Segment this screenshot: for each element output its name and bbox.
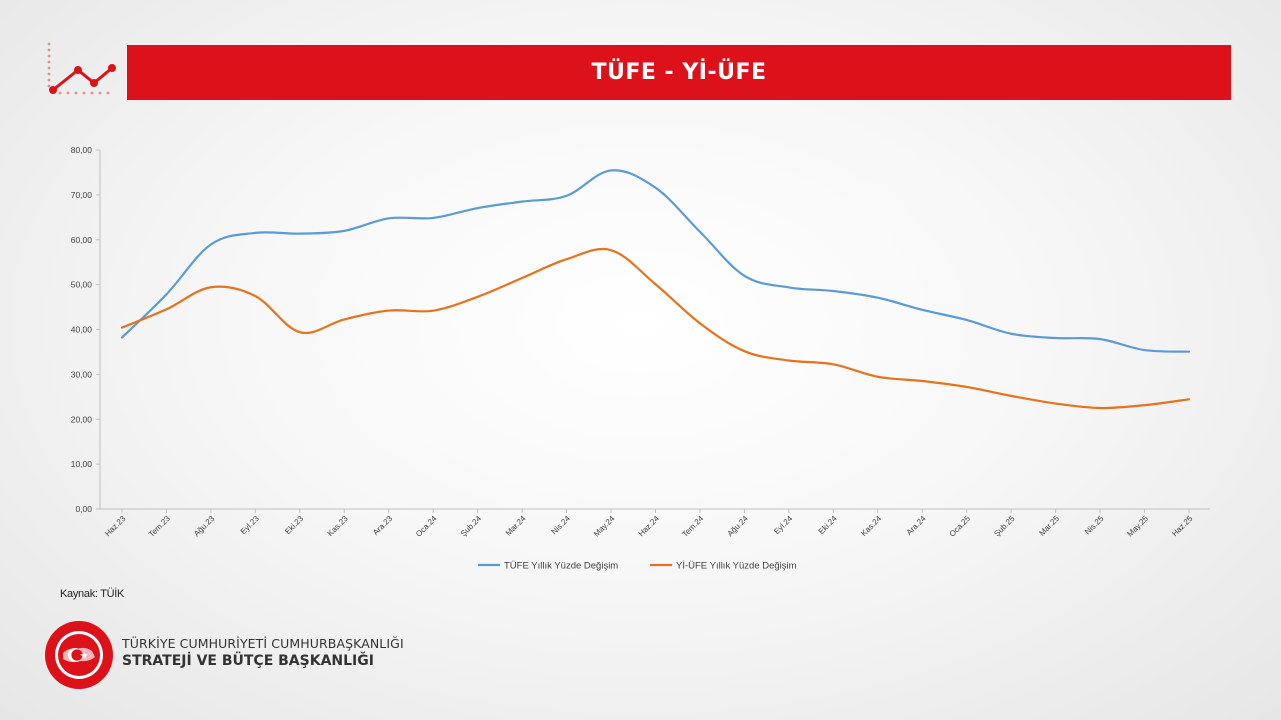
x-tick-label: Mar.25 [1037, 514, 1061, 538]
tufe-series-line [120, 169, 1191, 353]
x-tick-label: Haz.23 [103, 514, 128, 539]
y-tick-label: 40,00 [71, 325, 93, 335]
legend-label-yiufe: Yİ-ÜFE Yıllık Yüzde Değişim [676, 561, 797, 572]
x-tick-label: Tem.23 [147, 514, 172, 539]
x-tick-label: Ara.23 [371, 514, 394, 537]
y-tick-label: 0,00 [75, 504, 92, 514]
x-tick-label: May.25 [1125, 514, 1150, 539]
x-tick-label: Oca.24 [414, 514, 439, 539]
source-note: Kaynak: TÜİK [60, 588, 125, 600]
x-tick-label: Eyl.24 [772, 514, 794, 536]
x-tick-label: Eki.24 [817, 514, 839, 536]
y-tick-label: 50,00 [71, 280, 93, 290]
x-tick-label: Kas.24 [859, 514, 883, 538]
x-tick-label: Ağu.24 [726, 514, 751, 539]
x-tick-label: Nis.25 [1083, 514, 1106, 537]
legend-label-tufe: TÜFE Yıllık Yüzde Değişim [504, 561, 618, 572]
y-tick-label: 30,00 [71, 369, 93, 379]
title-bar: TÜFE - Yİ-ÜFE [127, 45, 1231, 100]
y-tick-label: 60,00 [71, 235, 93, 245]
x-tick-label: Ara.24 [905, 514, 928, 537]
organization-name-line2: STRATEJİ VE BÜTÇE BAŞKANLIĞI [122, 653, 374, 669]
x-tick-label: Şub.24 [459, 514, 484, 539]
x-tick-label: Haz.24 [637, 514, 662, 539]
y-tick-label: 20,00 [71, 414, 93, 424]
x-tick-label: Kas.23 [326, 514, 350, 538]
x-tick-label: Ağu.23 [192, 514, 217, 539]
x-tick-label: Eki.23 [283, 514, 305, 536]
x-tick-label: Mar.24 [504, 514, 528, 538]
x-tick-label: Haz.25 [1170, 514, 1195, 539]
x-tick-label: Tem.24 [680, 514, 705, 539]
organization-name-line1: TÜRKİYE CUMHURİYETİ CUMHURBAŞKANLIĞI [122, 636, 404, 651]
x-tick-label: Oca.25 [948, 514, 973, 539]
trend-chart-icon [47, 42, 116, 95]
x-tick-label: Şub.25 [992, 514, 1017, 539]
y-tick-label: 80,00 [71, 145, 93, 155]
x-tick-label: Eyl.23 [239, 514, 261, 536]
x-tick-label: May.24 [592, 514, 617, 539]
yiufe-series-line [120, 248, 1191, 410]
x-tick-label: Nis.24 [550, 514, 573, 537]
y-tick-label: 70,00 [71, 190, 93, 200]
page-title: TÜFE - Yİ-ÜFE [591, 60, 767, 85]
y-tick-label: 10,00 [71, 459, 93, 469]
sbb-seal-logo [45, 621, 113, 689]
